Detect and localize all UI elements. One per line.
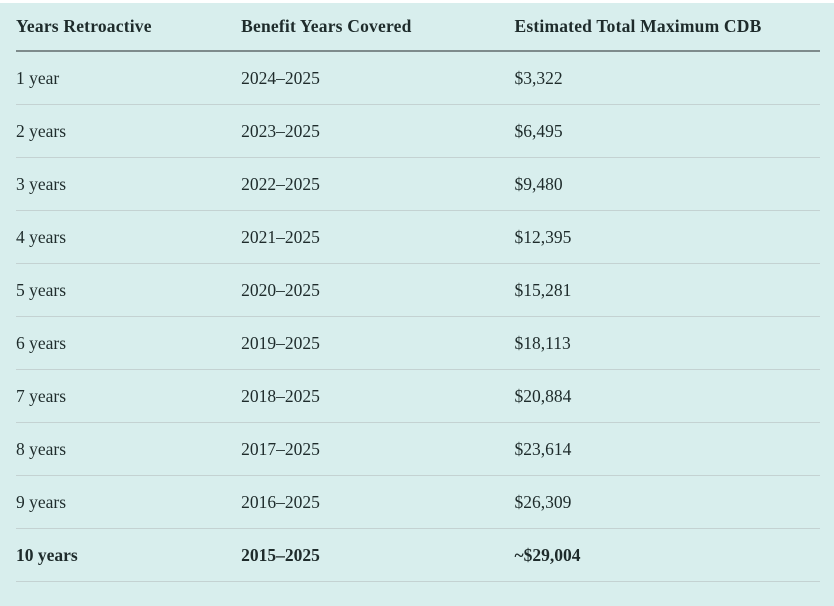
years-retroactive-cell: 10 years [16,528,242,582]
table-row: 3 years 2022–2025 $9,480 [16,157,820,211]
header-years-retroactive: Years Retroactive [16,3,242,52]
table-body: 1 year 2024–2025 $3,322 2 years 2023–202… [16,51,820,582]
years-retroactive-cell: 4 years [16,210,242,264]
years-retroactive-cell: 8 years [16,422,242,476]
benefit-years-covered-cell: 2015–2025 [241,528,515,582]
benefit-years-covered-cell: 2021–2025 [241,210,515,264]
estimated-total-maximum-cdb-cell: $26,309 [514,475,820,529]
estimated-total-maximum-cdb-cell: $9,480 [514,157,820,211]
years-retroactive-cell: 6 years [16,316,242,370]
table-row: 7 years 2018–2025 $20,884 [16,369,820,423]
table-row: 9 years 2016–2025 $26,309 [16,475,820,529]
estimated-total-maximum-cdb-cell: $3,322 [514,51,820,105]
years-retroactive-cell: 9 years [16,475,242,529]
top-white-strip [0,0,834,3]
table-row-total: 10 years 2015–2025 ~$29,004 [16,528,820,582]
cdb-table-panel: Years Retroactive Benefit Years Covered … [0,3,834,606]
benefit-years-covered-cell: 2020–2025 [241,263,515,317]
benefit-years-covered-cell: 2016–2025 [241,475,515,529]
years-retroactive-cell: 3 years [16,157,242,211]
benefit-years-covered-cell: 2024–2025 [241,51,515,105]
estimated-total-maximum-cdb-cell: $23,614 [514,422,820,476]
table-row: 5 years 2020–2025 $15,281 [16,263,820,317]
table-row: 6 years 2019–2025 $18,113 [16,316,820,370]
table-row: 1 year 2024–2025 $3,322 [16,51,820,105]
benefit-years-covered-cell: 2019–2025 [241,316,515,370]
estimated-total-maximum-cdb-cell: $18,113 [514,316,820,370]
estimated-total-maximum-cdb-cell: ~$29,004 [514,528,820,582]
table-row: 8 years 2017–2025 $23,614 [16,422,820,476]
years-retroactive-cell: 5 years [16,263,242,317]
header-estimated-total-maximum-cdb: Estimated Total Maximum CDB [514,3,820,52]
table-row: 4 years 2021–2025 $12,395 [16,210,820,264]
benefit-years-covered-cell: 2017–2025 [241,422,515,476]
estimated-total-maximum-cdb-cell: $15,281 [514,263,820,317]
estimated-total-maximum-cdb-cell: $12,395 [514,210,820,264]
benefit-years-covered-cell: 2023–2025 [241,104,515,158]
estimated-total-maximum-cdb-cell: $20,884 [514,369,820,423]
table-header: Years Retroactive Benefit Years Covered … [16,3,820,52]
years-retroactive-cell: 1 year [16,51,242,105]
benefit-years-covered-cell: 2018–2025 [241,369,515,423]
years-retroactive-cell: 7 years [16,369,242,423]
benefit-years-covered-cell: 2022–2025 [241,157,515,211]
years-retroactive-cell: 2 years [16,104,242,158]
estimated-total-maximum-cdb-cell: $6,495 [514,104,820,158]
table-row: 2 years 2023–2025 $6,495 [16,104,820,158]
cdb-retroactive-table: Years Retroactive Benefit Years Covered … [16,3,820,582]
header-row: Years Retroactive Benefit Years Covered … [16,3,820,52]
header-benefit-years-covered: Benefit Years Covered [241,3,515,52]
